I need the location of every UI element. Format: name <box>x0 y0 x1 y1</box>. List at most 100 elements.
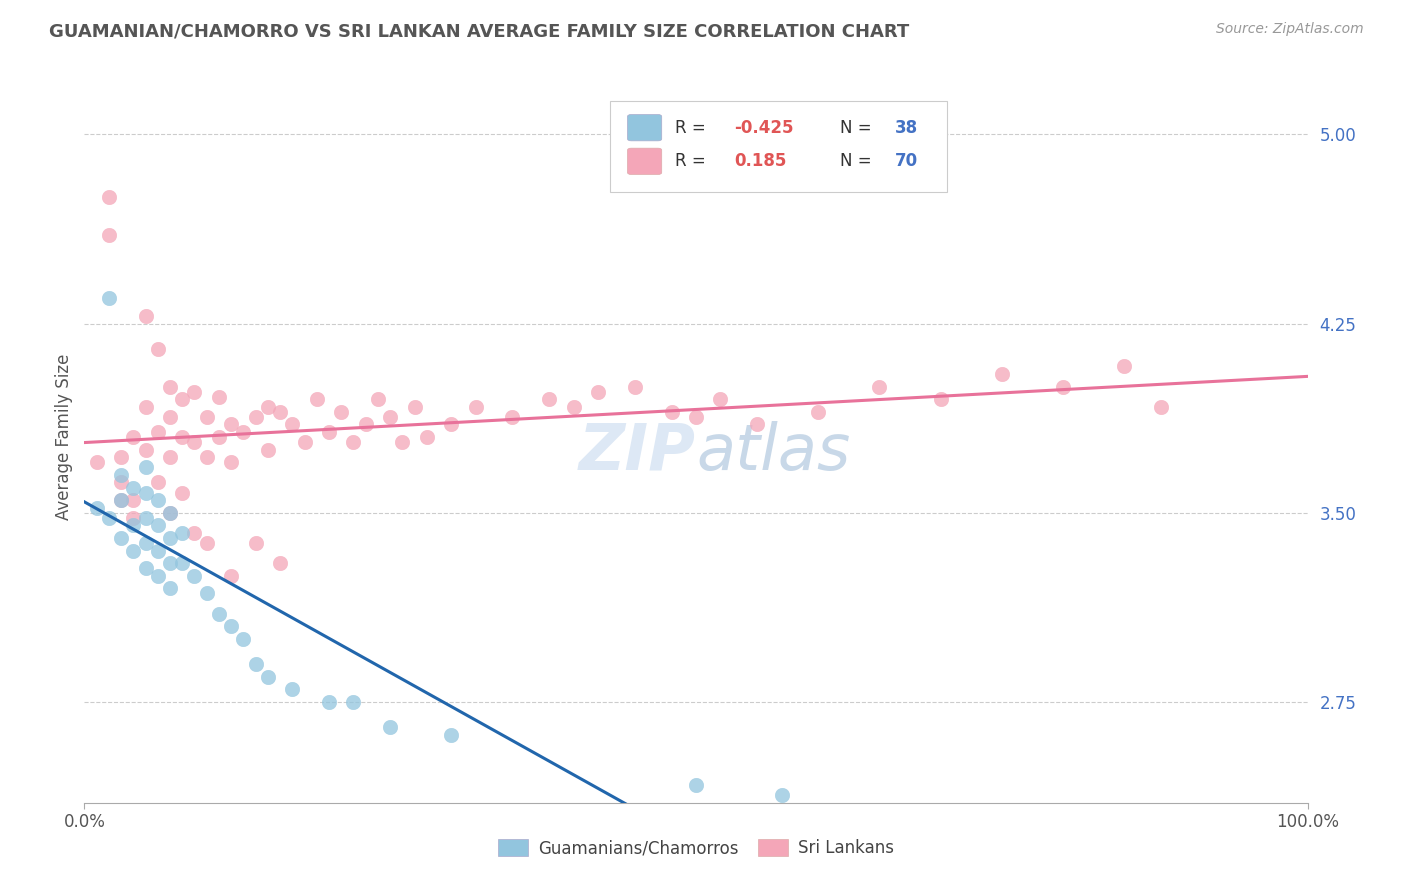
Point <box>586 384 609 399</box>
Point <box>624 379 647 393</box>
Point <box>159 409 181 424</box>
Point <box>318 695 340 709</box>
Point <box>219 569 242 583</box>
Point <box>146 518 169 533</box>
Point <box>257 400 280 414</box>
Point <box>110 531 132 545</box>
Text: -0.425: -0.425 <box>734 119 793 136</box>
Point <box>318 425 340 439</box>
Point <box>1150 400 1173 414</box>
Text: 70: 70 <box>896 153 918 170</box>
Point <box>122 510 145 524</box>
Text: 0.185: 0.185 <box>734 153 786 170</box>
Point <box>380 409 402 424</box>
Point <box>685 778 707 792</box>
Point <box>135 561 157 575</box>
Point <box>661 405 683 419</box>
Point <box>159 506 181 520</box>
Point <box>172 525 194 540</box>
Point <box>135 309 157 323</box>
Point <box>183 384 205 399</box>
Text: GUAMANIAN/CHAMORRO VS SRI LANKAN AVERAGE FAMILY SIZE CORRELATION CHART: GUAMANIAN/CHAMORRO VS SRI LANKAN AVERAGE… <box>49 22 910 40</box>
Point <box>135 485 157 500</box>
Point <box>195 409 218 424</box>
Point <box>281 417 304 432</box>
Point <box>97 510 120 524</box>
Point <box>208 390 231 404</box>
Point <box>269 405 291 419</box>
Point <box>146 543 169 558</box>
Point <box>354 417 377 432</box>
Point <box>747 417 769 432</box>
Point <box>232 425 254 439</box>
Point <box>257 442 280 457</box>
Point <box>538 392 561 407</box>
Point <box>269 556 291 570</box>
Point <box>159 506 181 520</box>
Point <box>219 455 242 469</box>
Point <box>122 493 145 508</box>
Point <box>159 450 181 465</box>
Text: R =: R = <box>675 119 711 136</box>
Point <box>195 586 218 600</box>
Point <box>245 657 267 671</box>
Point <box>232 632 254 646</box>
Point <box>146 569 169 583</box>
FancyBboxPatch shape <box>610 101 946 192</box>
Point <box>929 392 952 407</box>
Point <box>110 450 132 465</box>
Point <box>159 531 181 545</box>
Point <box>219 417 242 432</box>
Point <box>110 493 132 508</box>
Point <box>146 475 169 490</box>
Point <box>991 367 1014 381</box>
Point <box>869 379 891 393</box>
Point <box>440 417 463 432</box>
Point <box>159 556 181 570</box>
Text: N =: N = <box>841 153 877 170</box>
Point <box>183 435 205 450</box>
Point <box>709 392 731 407</box>
Point <box>1114 359 1136 374</box>
FancyBboxPatch shape <box>627 114 662 141</box>
Text: atlas: atlas <box>696 421 851 483</box>
Text: ZIP: ZIP <box>579 421 696 483</box>
Point <box>172 485 194 500</box>
Y-axis label: Average Family Size: Average Family Size <box>55 354 73 520</box>
Point <box>562 400 585 414</box>
Point <box>195 450 218 465</box>
Point <box>281 682 304 697</box>
Point <box>146 493 169 508</box>
Point <box>159 582 181 596</box>
Point <box>183 569 205 583</box>
Point <box>502 409 524 424</box>
Point <box>97 291 120 305</box>
Point <box>172 556 194 570</box>
Text: Source: ZipAtlas.com: Source: ZipAtlas.com <box>1216 22 1364 37</box>
Point <box>86 500 108 515</box>
Text: N =: N = <box>841 119 877 136</box>
Point <box>380 720 402 734</box>
Point <box>122 430 145 444</box>
Point <box>440 728 463 742</box>
Text: R =: R = <box>675 153 711 170</box>
Point <box>183 525 205 540</box>
Point <box>146 425 169 439</box>
Point <box>416 430 439 444</box>
Point <box>146 342 169 356</box>
Point <box>122 543 145 558</box>
Point <box>122 518 145 533</box>
Point <box>172 430 194 444</box>
Point <box>1052 379 1074 393</box>
Point <box>135 442 157 457</box>
Point <box>110 467 132 482</box>
Point <box>97 190 120 204</box>
Point <box>391 435 413 450</box>
Point <box>257 670 280 684</box>
Point <box>770 789 793 803</box>
Point <box>135 510 157 524</box>
Point <box>208 607 231 621</box>
Point <box>342 435 364 450</box>
Point <box>195 536 218 550</box>
FancyBboxPatch shape <box>627 148 662 175</box>
